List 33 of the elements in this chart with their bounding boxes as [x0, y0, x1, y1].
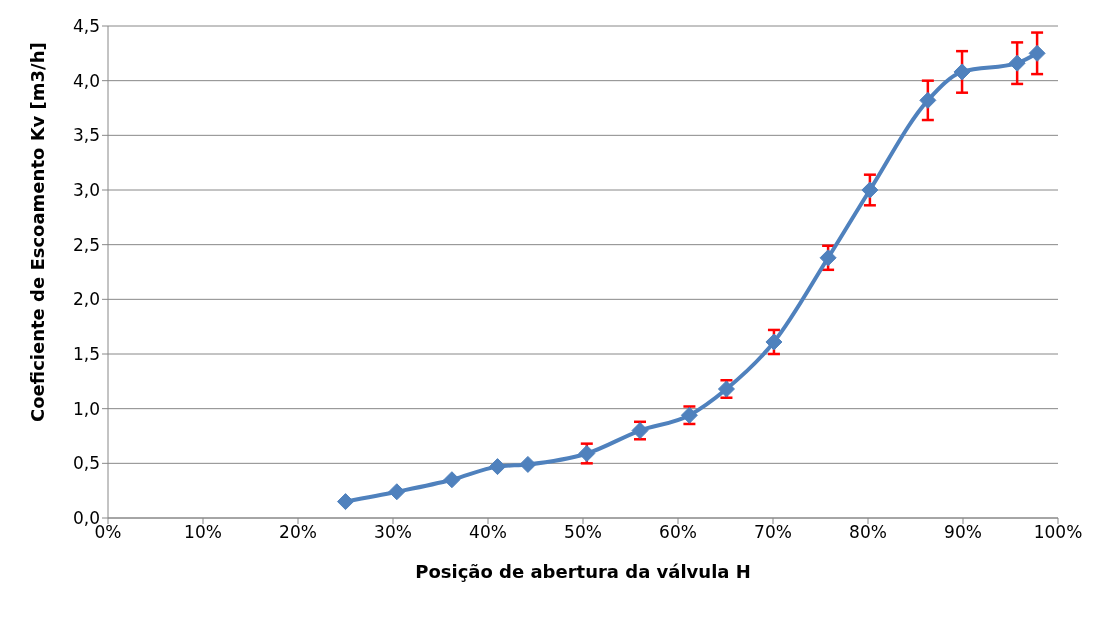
- y-tick-label: 4,0: [72, 70, 100, 91]
- y-tick-label: 2,0: [72, 289, 100, 310]
- x-tick-label: 40%: [469, 522, 507, 543]
- x-tick-label: 70%: [754, 522, 792, 543]
- x-tick-label: 30%: [374, 522, 412, 543]
- point: [388, 483, 406, 501]
- point: [953, 63, 971, 81]
- x-tick-label: 10%: [184, 522, 222, 543]
- x-axis-title: Posição de abertura da válvula H: [415, 561, 751, 582]
- point: [919, 91, 937, 109]
- point: [489, 458, 506, 476]
- x-tick-label: 100%: [1033, 522, 1083, 543]
- point: [861, 181, 879, 199]
- x-tick-label: 80%: [849, 522, 887, 543]
- y-tick-label: 3,5: [72, 125, 100, 146]
- point: [337, 493, 354, 511]
- point: [519, 455, 537, 473]
- x-tick-label: 20%: [279, 522, 317, 543]
- y-tick-label: 3,0: [72, 180, 100, 201]
- point: [765, 333, 783, 351]
- y-tick-label: 1,0: [72, 398, 100, 419]
- x-tick-label: 90%: [944, 522, 982, 543]
- y-tick-label: 2,5: [72, 234, 100, 255]
- y-tick-label: 1,5: [72, 344, 100, 365]
- x-tick-label: 50%: [564, 522, 602, 543]
- point: [819, 249, 837, 267]
- y-axis-title: Coeficiente de Escoamento Kv [m3/h]: [27, 42, 49, 422]
- point: [1008, 54, 1026, 72]
- x-tick-label: 60%: [659, 522, 697, 543]
- y-tick-label: 4,5: [72, 16, 100, 37]
- point: [1028, 44, 1046, 62]
- y-tick-label: 0,5: [72, 453, 100, 474]
- point: [443, 471, 461, 489]
